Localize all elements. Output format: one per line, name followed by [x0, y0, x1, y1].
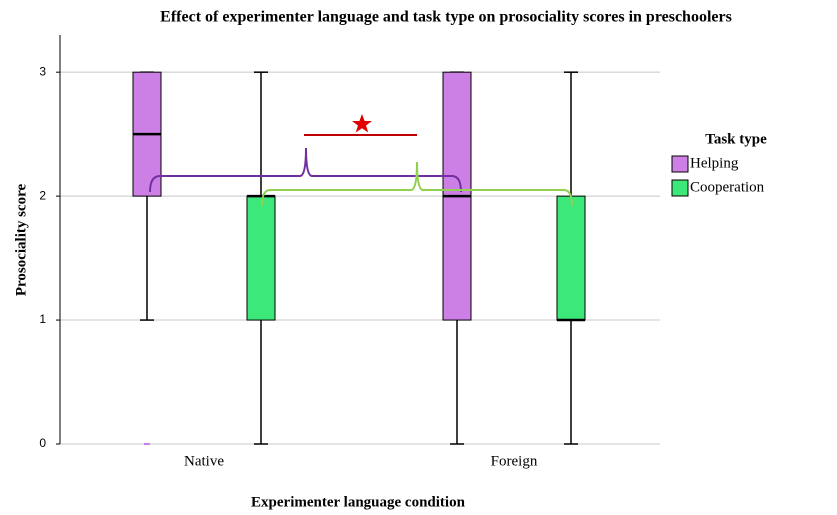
legend-swatch [671, 179, 689, 197]
box [556, 195, 586, 321]
x-axis-label: Experimenter language condition [251, 494, 466, 510]
y-tick-label: 3 [39, 64, 46, 78]
bracket [261, 161, 573, 207]
y-tick-label: 0 [39, 436, 46, 450]
plot-area: 0 1 2 3 Native Foreign [39, 35, 660, 469]
bracket [149, 147, 462, 193]
chart-title: Effect of experimenter language and task… [160, 9, 732, 26]
y-tick-label: 1 [39, 312, 46, 326]
annotations [149, 114, 573, 207]
legend-title: Task type [705, 131, 767, 147]
y-tick-label: 2 [39, 188, 46, 202]
legend-swatch [671, 155, 689, 173]
legend-label: Helping [690, 155, 739, 171]
box [246, 195, 276, 321]
x-tick-label: Native [184, 453, 224, 469]
significance-star [352, 114, 372, 133]
legend-label: Cooperation [690, 179, 765, 195]
legend: Helping Cooperation [671, 155, 765, 197]
x-tick-label: Foreign [491, 453, 538, 469]
y-axis-label: Prosociality score [13, 183, 29, 296]
